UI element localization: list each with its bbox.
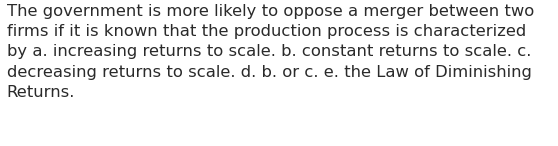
Text: The government is more likely to oppose a merger between two
firms if it is know: The government is more likely to oppose … (7, 4, 534, 100)
